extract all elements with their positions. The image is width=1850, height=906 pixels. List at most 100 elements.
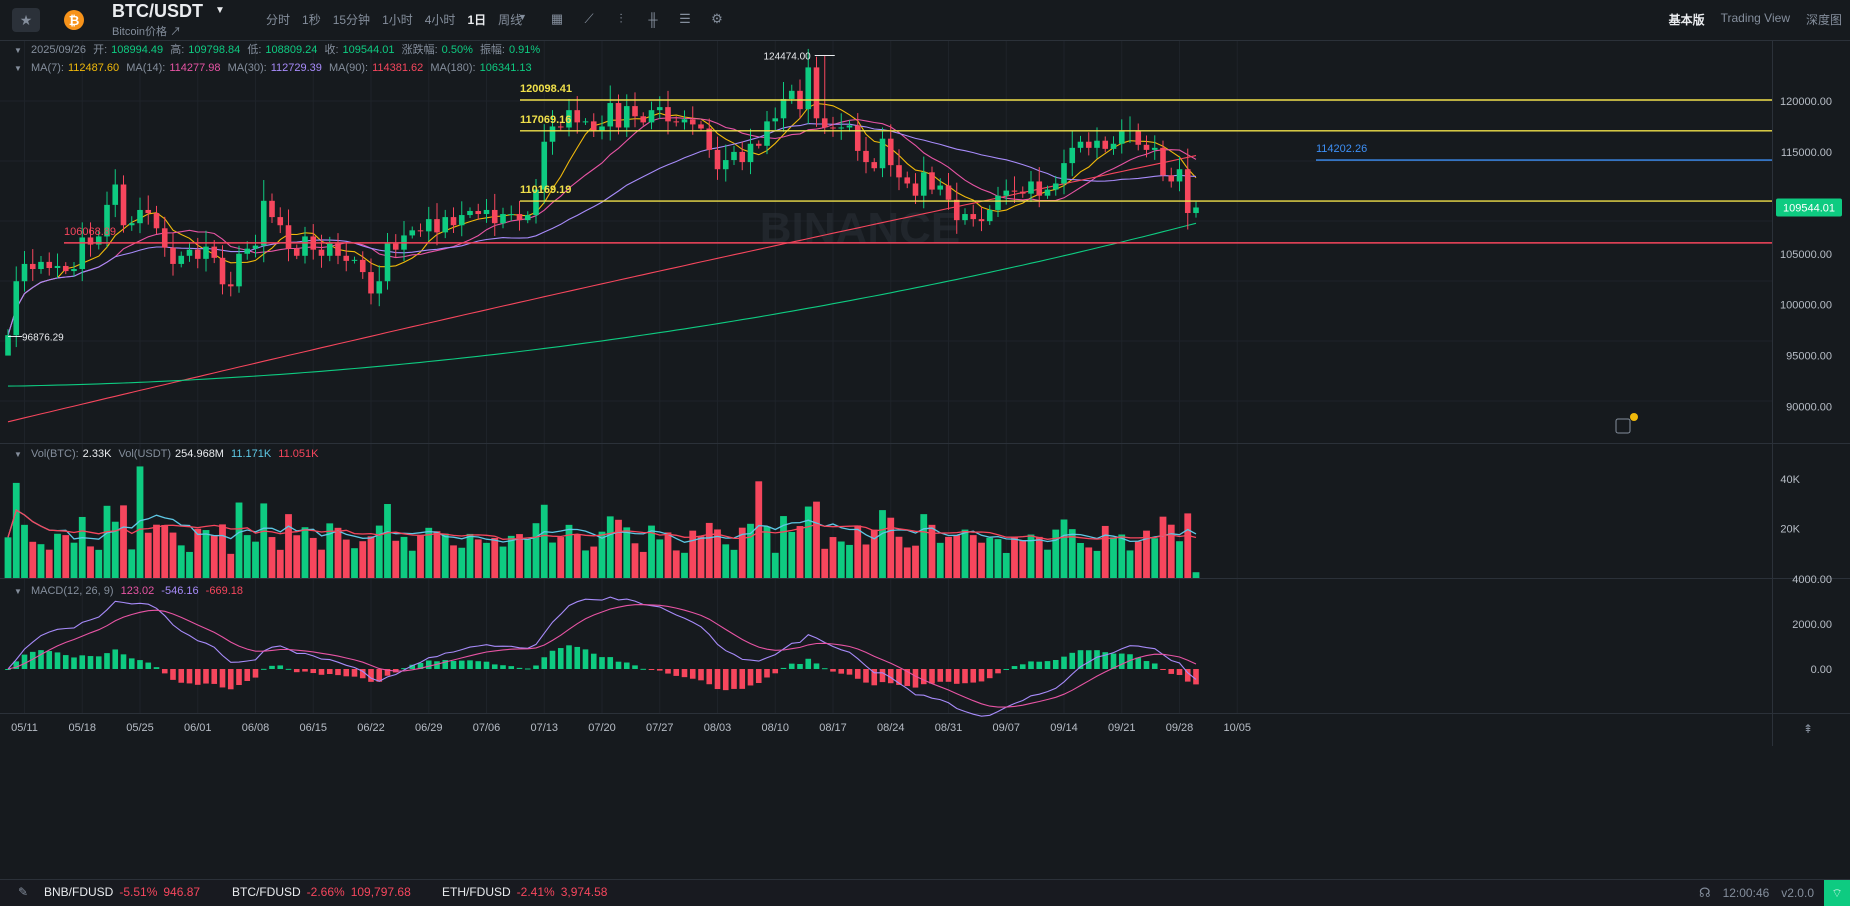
candle-type-icon[interactable]: ╫ — [648, 11, 658, 27]
macd-histogram-bar — [285, 668, 292, 670]
pair-dropdown-caret-icon[interactable]: ▼ — [215, 5, 225, 16]
candle-up — [772, 107, 779, 131]
candle-body — [1019, 191, 1026, 194]
collapse-caret-icon[interactable]: ▼ — [14, 64, 22, 73]
price-tick-label: 120000.00 — [1780, 96, 1832, 108]
view-depth-tab[interactable]: 深度图 — [1805, 13, 1842, 27]
chart-toolbar: ▦ ⟋ ⫶ ╫ ☰ ⚙ — [548, 11, 726, 27]
settings-gear-icon[interactable]: ⚙ — [711, 11, 723, 26]
candle-up — [879, 127, 886, 178]
volume-bar — [969, 535, 977, 578]
candle-down — [46, 252, 53, 276]
candle-up — [1110, 136, 1117, 155]
interval-tab[interactable]: 4小时 — [424, 13, 456, 27]
volume-bar — [697, 536, 705, 578]
interval-tab-active[interactable]: 1日 — [467, 13, 487, 27]
volume-bar — [1143, 530, 1150, 578]
candle-body — [1118, 131, 1125, 144]
headset-icon[interactable]: ☊ — [1699, 885, 1711, 900]
ticker-eth[interactable]: ETH/FDUSD -2.41% 3,974.58 — [442, 885, 607, 899]
macd-histogram-bar — [1193, 669, 1199, 685]
collapse-caret-icon[interactable]: ▼ — [14, 587, 22, 596]
candle-body — [747, 143, 754, 163]
candle-body — [920, 172, 927, 196]
amplitude-label: 振幅: — [479, 44, 505, 56]
candle-down — [227, 271, 234, 297]
candle-body — [153, 213, 160, 229]
candle-body — [13, 281, 20, 336]
candle-up — [244, 241, 251, 260]
volume-bar — [12, 482, 20, 578]
volume-bar — [186, 551, 193, 578]
candle-up — [384, 233, 391, 290]
candle-body — [260, 200, 267, 246]
macd-histogram-bar — [1085, 650, 1092, 669]
drawing-tool-icon[interactable]: ⟋ — [584, 11, 594, 26]
macd-histogram-bar — [277, 665, 284, 669]
volume-bar — [763, 526, 771, 578]
volume-bar — [862, 544, 870, 578]
candle-body — [1151, 147, 1158, 150]
candle-up — [302, 226, 308, 264]
ticker-symbol: BTC/FDUSD — [232, 885, 301, 899]
collapse-caret-icon[interactable]: ▼ — [14, 450, 22, 459]
pair-subtitle-link[interactable]: Bitcoin价格 ↗ — [112, 26, 182, 38]
view-basic-tab[interactable]: 基本版 — [1668, 13, 1705, 27]
price-tick-label: 100000.00 — [1780, 300, 1832, 312]
macd-histogram-bar — [1069, 652, 1076, 669]
candle-body — [599, 126, 605, 131]
volume-bar — [1077, 542, 1084, 578]
candle-up — [623, 94, 630, 137]
high-marker-label: 124474.00 — [763, 51, 811, 62]
candle-body — [442, 217, 449, 233]
candle-body — [1085, 141, 1092, 148]
volume-bar — [1044, 549, 1051, 578]
horizontal-levels: 120098.41 117069.16 110169.19 114202.26 1060… — [64, 83, 1772, 244]
candle-body — [1011, 190, 1018, 192]
macd-histogram-bar — [21, 654, 28, 669]
candle-up — [260, 180, 267, 263]
favorite-star-icon[interactable]: ★ — [12, 8, 40, 32]
edit-pencil-icon[interactable]: ✎ — [18, 885, 29, 899]
interval-tab[interactable]: 15分钟 — [332, 13, 371, 27]
macd-histogram-bar — [1052, 660, 1059, 669]
date-tick-label: 07/06 — [473, 722, 501, 734]
interval-tab[interactable]: 周线 — [498, 13, 523, 27]
volume-bar — [62, 535, 70, 578]
price-chart-svg[interactable]: BINANCE 120098.41 117069.16 110169.19 11420… — [0, 41, 1850, 879]
more-intervals-caret-icon[interactable]: ▼ — [518, 12, 527, 22]
volume-bar — [425, 527, 433, 578]
candle-up — [13, 266, 20, 348]
pair-title[interactable]: BTC/USDT — [112, 1, 203, 21]
candle-body — [54, 265, 61, 269]
interval-tab[interactable]: 1秒 — [302, 13, 321, 27]
volume-bar — [722, 544, 730, 578]
candle-down — [557, 121, 564, 132]
indicator-icon[interactable]: ⫶ — [619, 11, 623, 26]
candle-body — [343, 255, 350, 261]
calendar-icon[interactable]: ▦ — [550, 11, 564, 26]
candle-down — [1011, 176, 1018, 203]
volume-bar — [276, 549, 284, 578]
candle-up — [467, 207, 473, 218]
wifi-icon[interactable]: ⌔ — [1824, 880, 1850, 906]
interval-tab[interactable]: 分时 — [266, 13, 291, 27]
macd-histogram-bar — [937, 669, 944, 682]
macd-histogram-bar — [442, 660, 449, 669]
collapse-caret-icon[interactable]: ▼ — [14, 46, 22, 55]
macd-histogram-bar — [475, 661, 482, 669]
volume-bar — [483, 542, 490, 578]
volume-bar — [210, 535, 218, 578]
ticker-bnb[interactable]: BNB/FDUSD -5.51% 946.87 — [44, 885, 200, 899]
volume-bar — [375, 525, 383, 578]
view-tradingview-tab[interactable]: Trading View — [1720, 11, 1790, 25]
layout-icon[interactable]: ☰ — [679, 11, 691, 26]
ticker-btc[interactable]: BTC/FDUSD -2.66% 109,797.68 — [232, 885, 411, 899]
candle-body — [788, 90, 795, 99]
change-label: 涨跌幅: — [401, 44, 438, 56]
annotation-markers: 124474.00 96876.29 ⇞ — [8, 51, 1813, 736]
candle-down — [1184, 148, 1191, 230]
chart-area[interactable]: BINANCE 120098.41 117069.16 110169.19 11420… — [0, 41, 1850, 879]
interval-tab[interactable]: 1小时 — [382, 13, 413, 27]
candle-down — [434, 203, 440, 246]
